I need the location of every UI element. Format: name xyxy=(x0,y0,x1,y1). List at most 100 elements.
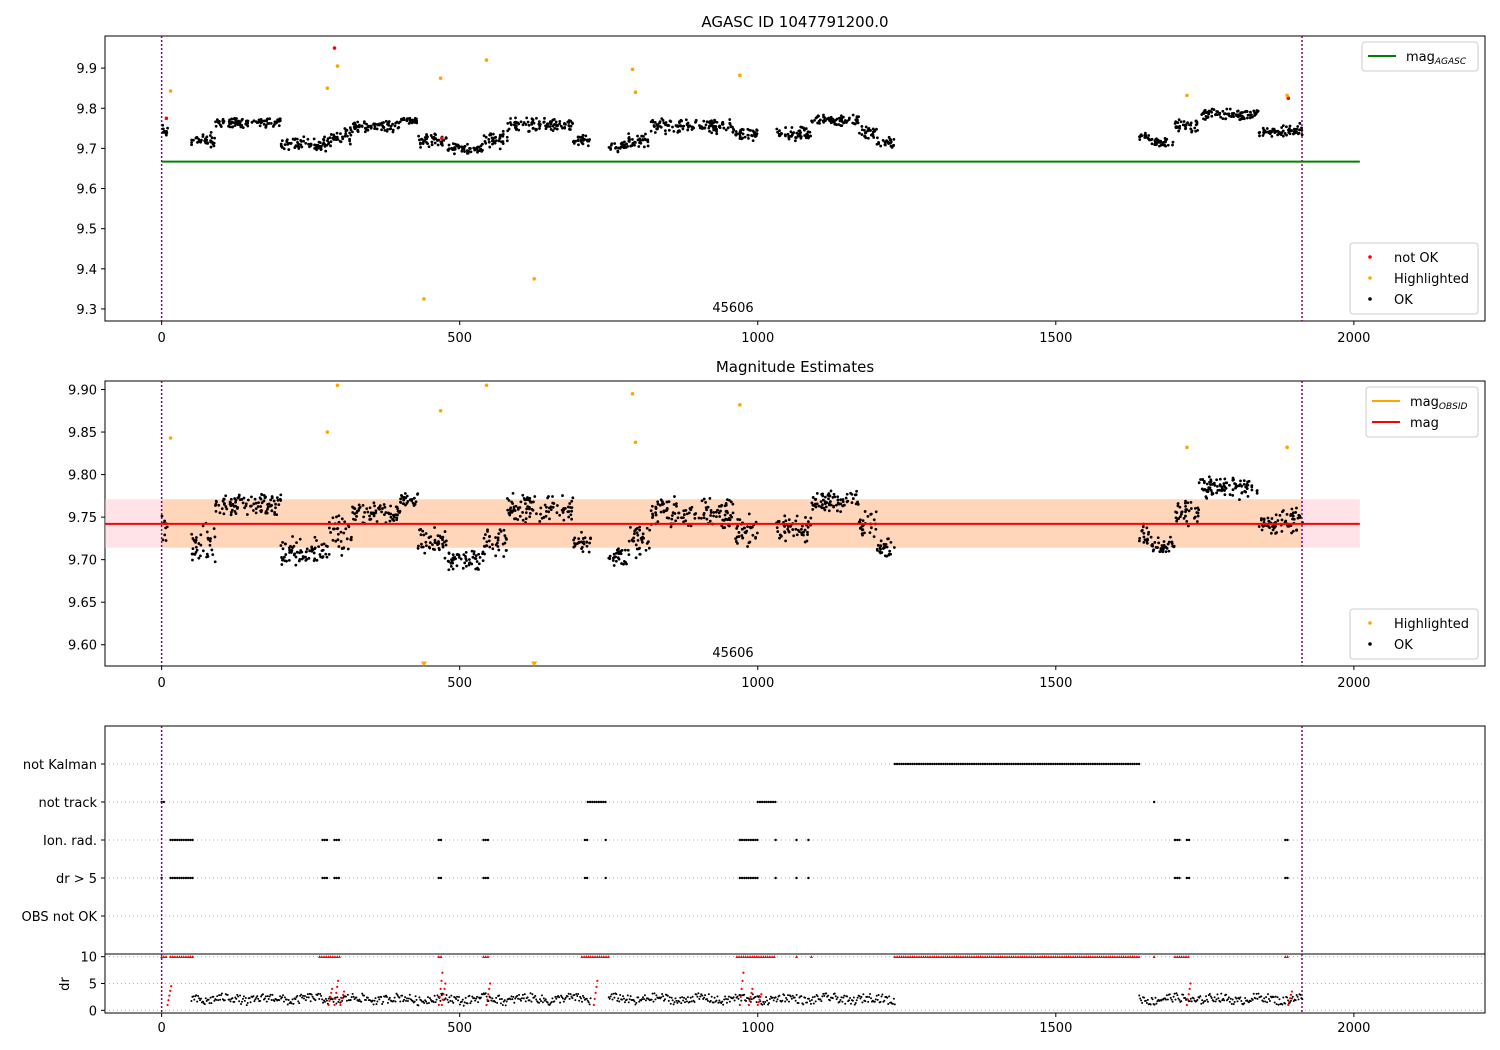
ok-point xyxy=(295,541,298,545)
ok-point xyxy=(301,555,305,558)
ok-point xyxy=(201,549,205,553)
ok-point xyxy=(1209,480,1213,483)
capped-dr-marker xyxy=(602,955,606,958)
capped-dr-marker xyxy=(913,955,917,958)
ok-point xyxy=(688,124,692,128)
dr-point xyxy=(1199,995,1202,998)
ok-point xyxy=(474,554,478,558)
capped-dr-marker xyxy=(998,955,1002,958)
ok-point xyxy=(309,143,313,147)
dr-point xyxy=(454,996,457,999)
capped-dr-marker xyxy=(184,955,188,958)
ok-point xyxy=(294,555,298,559)
dr-point xyxy=(764,1001,767,1004)
ok-point xyxy=(275,120,279,124)
ok-point xyxy=(199,543,203,547)
flag-point xyxy=(924,762,927,766)
ok-point xyxy=(1287,128,1291,132)
ok-point xyxy=(1218,113,1221,116)
ok-point xyxy=(682,520,685,524)
dr-peak-point xyxy=(334,997,337,1001)
ok-point xyxy=(229,497,233,501)
ok-point xyxy=(746,545,749,548)
ok-point xyxy=(1177,129,1181,133)
ok-point xyxy=(278,117,282,121)
flag-point xyxy=(1008,762,1011,766)
dr-point xyxy=(335,1002,338,1005)
ok-point xyxy=(1184,126,1188,130)
ok-point xyxy=(212,527,216,531)
dr-point xyxy=(426,1002,429,1005)
ok-point xyxy=(384,119,388,123)
ok-point xyxy=(875,127,878,131)
capped-dr-marker xyxy=(948,955,952,958)
ok-point xyxy=(580,135,584,139)
dr-point xyxy=(893,1003,896,1006)
ok-point xyxy=(1223,489,1226,492)
flag-point xyxy=(911,762,914,766)
dr-point xyxy=(607,996,610,999)
ok-point xyxy=(686,128,690,132)
y-tick-label: 5 xyxy=(89,978,97,993)
ok-point xyxy=(800,524,804,528)
ok-point xyxy=(547,495,550,498)
ok-point xyxy=(702,512,706,515)
dr-point xyxy=(776,998,779,1001)
ok-point xyxy=(230,510,233,514)
dr-point xyxy=(1204,1000,1207,1003)
dr-peak-point xyxy=(486,998,489,1001)
ok-point xyxy=(323,142,326,146)
ok-point xyxy=(861,533,864,537)
ok-point xyxy=(844,496,848,500)
flag-point xyxy=(754,838,757,842)
dr-point xyxy=(306,993,309,996)
dr-point xyxy=(867,1000,870,1003)
capped-dr-marker xyxy=(744,955,748,958)
capped-dr-marker xyxy=(1012,955,1016,958)
ok-point xyxy=(197,138,201,141)
ok-point xyxy=(357,123,361,127)
ok-point xyxy=(1281,134,1285,138)
ok-point xyxy=(646,540,650,544)
dr-point xyxy=(377,996,380,999)
ok-point xyxy=(260,492,263,496)
ok-point xyxy=(563,126,567,130)
capped-dr-marker xyxy=(772,955,776,958)
dr-point xyxy=(261,993,264,996)
legend-label: not OK xyxy=(1394,251,1439,266)
ok-point xyxy=(662,121,666,125)
dr-point xyxy=(835,998,838,1001)
dr-point xyxy=(723,998,726,1001)
ok-point xyxy=(669,525,673,529)
ok-point xyxy=(433,548,437,552)
y-tick-label: 9.70 xyxy=(68,554,97,569)
flag-point xyxy=(990,762,993,766)
ok-point xyxy=(1175,126,1179,130)
dr-peak-point xyxy=(437,1003,440,1007)
flag-point xyxy=(333,876,336,880)
ok-point xyxy=(741,136,745,140)
flag-point xyxy=(1074,762,1077,766)
ok-point xyxy=(1267,130,1271,134)
ok-point xyxy=(389,124,393,128)
ok-point xyxy=(1294,510,1298,514)
flag-point xyxy=(180,838,183,842)
ok-point xyxy=(339,140,343,144)
ok-point xyxy=(451,567,455,571)
flag-point xyxy=(585,838,589,842)
ok-point xyxy=(1230,115,1233,119)
ok-point xyxy=(875,547,879,551)
dr-point xyxy=(560,994,563,997)
dr-point xyxy=(386,1001,389,1004)
dr-point xyxy=(405,997,408,1000)
ok-point xyxy=(335,131,339,135)
ok-point xyxy=(553,127,557,130)
ok-point xyxy=(714,510,718,514)
highlighted-point xyxy=(532,277,537,281)
ok-point xyxy=(1267,519,1271,523)
ok-point xyxy=(331,538,335,542)
ok-point xyxy=(538,127,541,130)
dr-point xyxy=(840,996,843,999)
ok-point xyxy=(828,500,832,503)
ok-point xyxy=(388,519,392,523)
